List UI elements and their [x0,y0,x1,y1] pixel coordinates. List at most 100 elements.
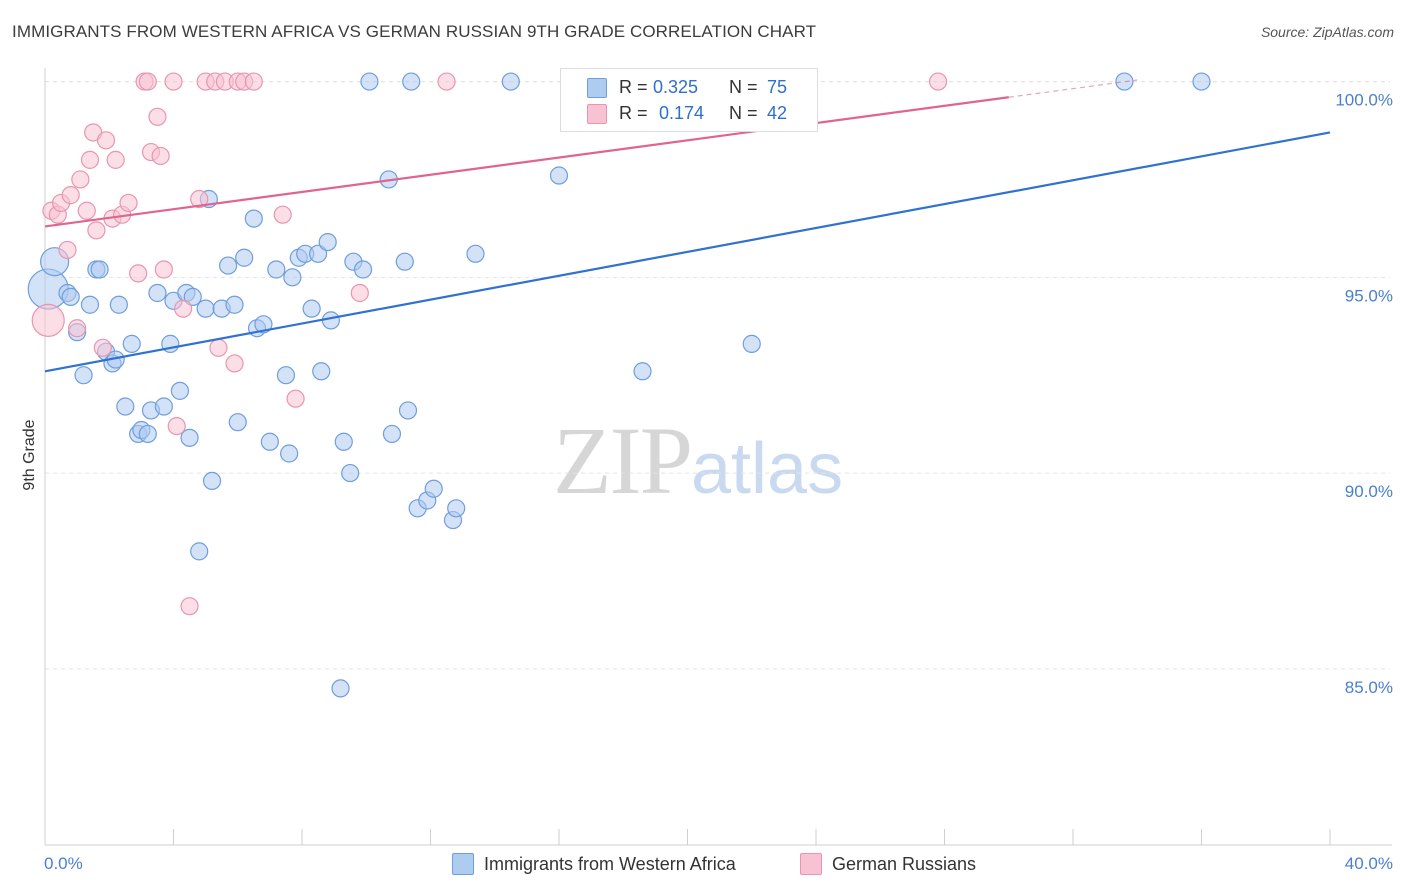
series-german-russians-points [31,72,948,616]
bottom-legend-label: Immigrants from Western Africa [484,854,736,874]
german-russians-point [119,193,138,213]
legend-n-label: N = [729,77,758,97]
western-africa-point [190,542,209,561]
x-tick-label-min: 0.0% [44,854,83,873]
german-russians-point [209,338,228,357]
legend-n-value: 42 [767,103,788,123]
western-africa-point [360,72,379,91]
western-africa-point [138,424,157,444]
western-africa-trend-line [44,131,1331,373]
x-tick-label-max: 40.0% [1345,854,1393,873]
western-africa-point [254,315,273,334]
legend-swatch-pink [587,104,607,124]
legend-r-label: R = [619,103,648,123]
grid-lines [45,81,1390,670]
source-label: Source: ZipAtlas.com [1260,24,1394,40]
western-africa-point [280,444,299,463]
german-russians-point [93,338,112,357]
western-africa-point [331,679,350,698]
watermark: ZIPatlas [553,405,843,516]
german-russians-point [138,72,157,91]
series-western-africa-points [27,72,1211,698]
western-africa-point [283,268,302,287]
western-africa-point [382,424,402,444]
western-africa-point [183,287,202,306]
german-russians-point [77,201,96,220]
legend-r-label: R = [619,77,648,97]
bottom-legend-swatch-blue [452,853,474,875]
western-africa-point [267,260,286,279]
western-africa-point [109,295,128,314]
western-africa-point [170,381,190,400]
western-africa-point [116,397,135,416]
western-africa-point [202,471,222,491]
german-russians-point [350,283,369,303]
german-russians-point [154,260,173,279]
legend-n-value: 75 [767,77,788,97]
western-africa-point [74,366,93,385]
western-africa-point [219,256,238,275]
western-africa-point [244,209,263,228]
western-africa-point [466,244,485,263]
german-russians-point [61,186,80,205]
western-africa-point [80,295,100,314]
bottom-legend-label: German Russians [832,854,977,874]
german-russians-point [190,189,209,209]
western-africa-point [235,248,254,267]
chart-title: IMMIGRANTS FROM WESTERN AFRICA VS GERMAN… [12,22,817,41]
german-russians-point [87,221,106,240]
axes [44,68,1392,846]
german-russians-point [106,150,125,169]
german-russians-point [71,170,90,189]
western-africa-point [334,432,353,451]
western-africa-point [228,413,247,432]
western-africa-point [353,260,373,279]
y-axis-label: 9th Grade [21,419,38,490]
german-russians-point [167,416,186,436]
western-africa-point [154,397,173,416]
german-russians-point [151,146,170,166]
watermark-atlas: atlas [691,429,844,509]
german-russians-point [928,72,948,91]
german-russians-trend-extension [1008,79,1138,98]
western-africa-point [1192,72,1211,91]
western-africa-point [61,287,80,306]
western-africa-point [312,362,331,381]
western-africa-point [302,299,321,318]
western-africa-point [180,428,199,447]
watermark-zip: ZIP [553,407,693,514]
tick-labels: 85.0% 90.0% 95.0% 100.0% 0.0% 40.0% 9th Grade [21,91,1393,873]
y-tick-label: 90.0% [1345,482,1393,501]
german-russians-point [273,205,292,224]
german-russians-point [244,72,263,91]
western-africa-point [742,334,761,353]
western-africa-point [276,366,296,385]
legend-r-value: 0.325 [653,77,699,97]
german-russians-trend-line [44,96,1009,228]
y-tick-label: 100.0% [1335,91,1393,110]
western-africa-point [90,260,109,279]
german-russians-point [174,299,193,318]
correlation-legend: R = 0.325 N = 75 R = 0.174 N = 42 [560,68,818,132]
y-tick-label: 85.0% [1345,678,1393,697]
bottom-legend-swatch-pink [800,853,822,875]
german-russians-point [437,72,456,91]
western-africa-point [1115,72,1134,91]
y-tick-label: 95.0% [1345,286,1393,305]
western-africa-point [402,72,421,91]
german-russians-point [80,150,100,169]
western-africa-point [260,432,279,451]
western-africa-point [424,479,443,498]
german-russians-point [148,107,167,126]
legend-swatch-blue [587,78,607,98]
western-africa-point [341,463,360,483]
legend-r-value: 0.174 [659,103,705,123]
western-africa-point [633,362,652,381]
german-russians-point [58,240,77,260]
western-africa-point [395,252,414,271]
german-russians-point [129,264,148,283]
western-africa-point [225,295,244,314]
western-africa-point [549,166,569,185]
western-africa-point [398,401,418,420]
